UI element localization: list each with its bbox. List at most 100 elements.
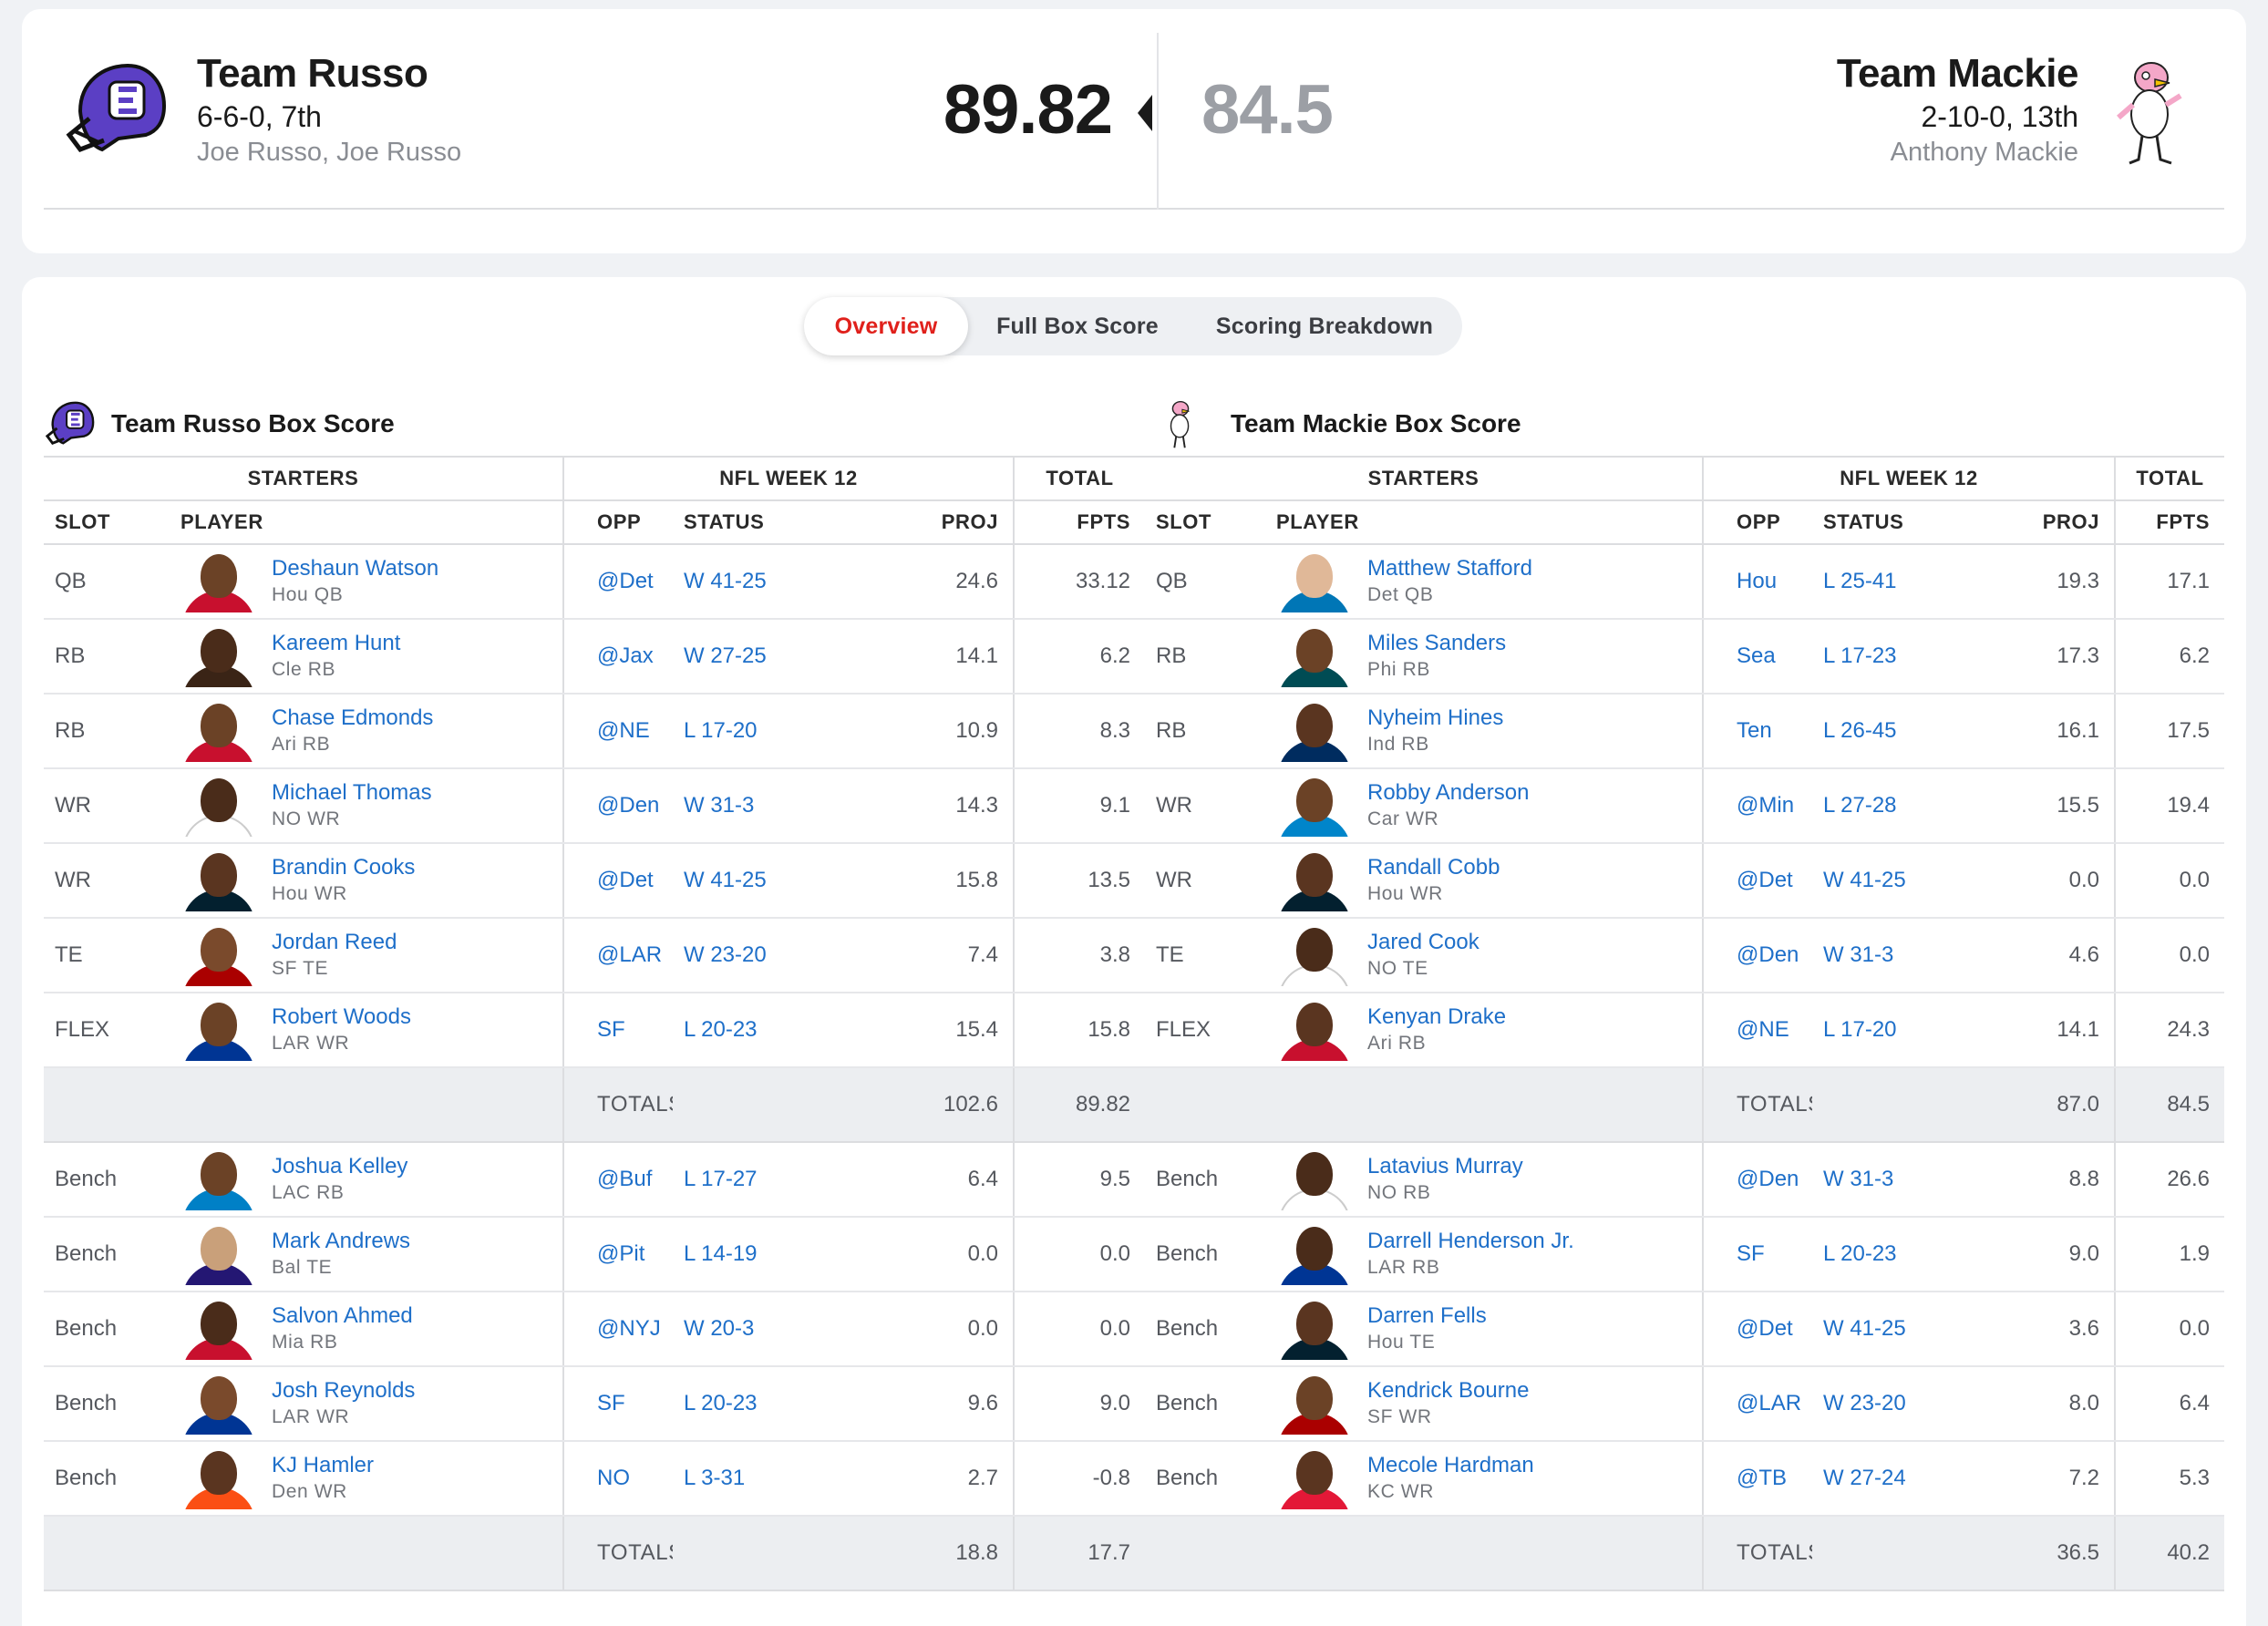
opponent-link[interactable]: @Den <box>562 768 674 844</box>
player-name-link[interactable]: Robby Anderson <box>1367 780 1530 805</box>
player-name-link[interactable]: Nyheim Hines <box>1367 705 1504 730</box>
opponent-link[interactable]: NO <box>562 1441 674 1517</box>
opponent-link[interactable]: @Det <box>562 843 674 919</box>
opponent-link[interactable]: SF <box>562 993 674 1068</box>
group-total: TOTAL <box>1013 456 1146 501</box>
player-text: Mecole Hardman KC WR <box>1367 1452 1534 1505</box>
opponent-link[interactable]: @Pit <box>562 1217 674 1292</box>
player-info: Matthew Stafford Det QB <box>1274 551 1702 612</box>
game-status-link[interactable]: L 26-45 <box>1812 694 1997 769</box>
game-status-link[interactable]: L 20-23 <box>1812 1217 1997 1292</box>
game-status-link[interactable]: L 17-23 <box>1812 619 1997 695</box>
game-status-link[interactable]: W 20-3 <box>673 1292 896 1367</box>
game-status-link[interactable]: W 31-3 <box>1812 918 1997 993</box>
away-team[interactable]: Team Mackie 2-10-0, 13th Anthony Mackie <box>1837 9 2224 210</box>
game-status-link[interactable]: L 14-19 <box>673 1217 896 1292</box>
game-status-link[interactable]: L 17-27 <box>673 1142 896 1218</box>
game-status-link[interactable]: W 41-25 <box>1812 1292 1997 1367</box>
player-name-link[interactable]: Darrell Henderson Jr. <box>1367 1229 1574 1253</box>
opponent-link[interactable]: @Jax <box>562 619 674 695</box>
opponent-link[interactable]: @LAR <box>1702 1366 1813 1442</box>
player-headshot <box>1274 1298 1355 1360</box>
game-status-link[interactable]: W 41-25 <box>673 544 896 620</box>
player-name-link[interactable]: Mecole Hardman <box>1367 1453 1534 1477</box>
opponent-link[interactable]: @NE <box>562 694 674 769</box>
opponent-link[interactable]: SF <box>1702 1217 1813 1292</box>
player-name-link[interactable]: Randall Cobb <box>1367 855 1500 880</box>
player-cell: Brandin Cooks Hou WR <box>166 843 564 919</box>
opponent-link[interactable]: Ten <box>1702 694 1813 769</box>
game-status-link[interactable]: L 17-20 <box>673 694 896 769</box>
opponent-link[interactable]: @Det <box>1702 843 1813 919</box>
game-status-link[interactable]: W 31-3 <box>1812 1142 1997 1218</box>
opponent-link[interactable]: @TB <box>1702 1441 1813 1517</box>
game-status-link[interactable]: W 27-24 <box>1812 1441 1997 1517</box>
col-status: STATUS <box>1812 500 1997 545</box>
tab-overview[interactable]: Overview <box>804 297 968 355</box>
game-status-link[interactable]: W 41-25 <box>1812 843 1997 919</box>
col-slot: SLOT <box>44 500 166 545</box>
game-status-link[interactable]: W 41-25 <box>673 843 896 919</box>
fantasy-points: 13.5 <box>1013 843 1146 919</box>
game-status-link[interactable]: W 23-20 <box>673 918 896 993</box>
player-name-link[interactable]: Miles Sanders <box>1367 631 1507 655</box>
player-name-link[interactable]: Latavius Murray <box>1367 1154 1523 1178</box>
opponent-link[interactable]: Hou <box>1702 544 1813 620</box>
player-name-link[interactable]: Kareem Hunt <box>272 631 401 655</box>
player-name-link[interactable]: Jordan Reed <box>272 930 397 954</box>
game-status-link[interactable]: L 17-20 <box>1812 993 1997 1068</box>
fantasy-points: -0.8 <box>1013 1441 1146 1517</box>
player-name-link[interactable]: Brandin Cooks <box>272 855 416 880</box>
slot-cell: Bench <box>1145 1366 1262 1442</box>
opponent-link[interactable]: @Det <box>1702 1292 1813 1367</box>
tab-full-box-score[interactable]: Full Box Score <box>996 313 1159 339</box>
player-cell: Salvon Ahmed Mia RB <box>166 1292 564 1367</box>
player-name-link[interactable]: Chase Edmonds <box>272 705 434 730</box>
player-name-link[interactable]: Joshua Kelley <box>272 1154 408 1178</box>
opponent-link[interactable]: @Buf <box>562 1142 674 1218</box>
opponent-link[interactable]: @Det <box>562 544 674 620</box>
table-row: Bench KJ Hamler Den WR NO L 3-31 2.7 -0.8 <box>44 1441 1146 1517</box>
game-status-link[interactable]: W 31-3 <box>673 768 896 844</box>
player-info: Mecole Hardman KC WR <box>1274 1447 1702 1509</box>
player-team-position: SF TE <box>272 958 329 979</box>
table-row: WR Brandin Cooks Hou WR @Det W 41-25 15.8 13.5 <box>44 843 1146 919</box>
player-name-link[interactable]: Kendrick Bourne <box>1367 1378 1530 1403</box>
slot-cell: Bench <box>44 1441 166 1517</box>
opponent-link[interactable]: @Den <box>1702 918 1813 993</box>
opponent-link[interactable]: @NE <box>1702 993 1813 1068</box>
game-status-link[interactable]: W 27-25 <box>673 619 896 695</box>
home-team-name[interactable]: Team Russo <box>197 51 428 96</box>
player-name-link[interactable]: Deshaun Watson <box>272 556 439 581</box>
game-status-link[interactable]: L 20-23 <box>673 993 896 1068</box>
player-name-link[interactable]: Michael Thomas <box>272 780 432 805</box>
player-team-position: LAR RB <box>1367 1257 1440 1278</box>
player-name-link[interactable]: Matthew Stafford <box>1367 556 1532 581</box>
opponent-link[interactable]: @Min <box>1702 768 1813 844</box>
game-status-link[interactable]: L 20-23 <box>673 1366 896 1442</box>
player-name-link[interactable]: Mark Andrews <box>272 1229 411 1253</box>
player-name-link[interactable]: Darren Fells <box>1367 1303 1487 1328</box>
player-headshot <box>1274 1373 1355 1435</box>
player-name-link[interactable]: Jared Cook <box>1367 930 1479 954</box>
player-name-link[interactable]: KJ Hamler <box>272 1453 375 1477</box>
game-status-link[interactable]: L 27-28 <box>1812 768 1997 844</box>
player-text: Mark Andrews Bal TE <box>272 1228 410 1281</box>
player-name-link[interactable]: Salvon Ahmed <box>272 1303 413 1328</box>
opponent-link[interactable]: @LAR <box>562 918 674 993</box>
player-name-link[interactable]: Josh Reynolds <box>272 1378 416 1403</box>
table-row: RB Chase Edmonds Ari RB @NE L 17-20 10.9 8.3 <box>44 694 1146 769</box>
tab-scoring-breakdown[interactable]: Scoring Breakdown <box>1215 313 1434 339</box>
away-team-name[interactable]: Team Mackie <box>1836 51 2079 96</box>
game-status-link[interactable]: W 23-20 <box>1812 1366 1997 1442</box>
player-name-link[interactable]: Kenyan Drake <box>1367 1004 1507 1029</box>
opponent-link[interactable]: @Den <box>1702 1142 1813 1218</box>
opponent-link[interactable]: SF <box>562 1366 674 1442</box>
game-status-link[interactable]: L 25-41 <box>1812 544 1997 620</box>
game-status-link[interactable]: L 3-31 <box>673 1441 896 1517</box>
home-team[interactable]: Team Russo 6-6-0, 7th Joe Russo, Joe Rus… <box>44 9 461 210</box>
player-name-link[interactable]: Robert Woods <box>272 1004 411 1029</box>
opponent-link[interactable]: Sea <box>1702 619 1813 695</box>
opponent-link[interactable]: @NYJ <box>562 1292 674 1367</box>
